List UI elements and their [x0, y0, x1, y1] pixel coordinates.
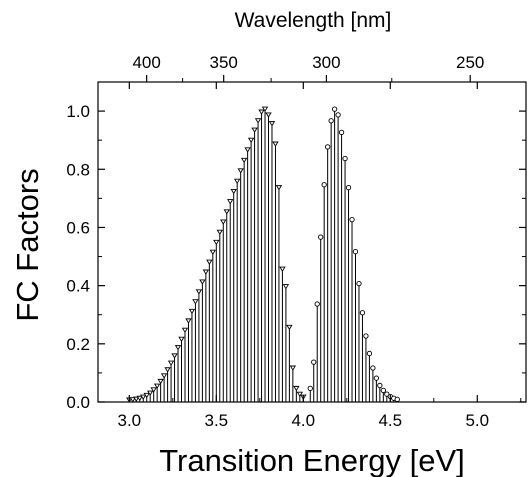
bar-marker — [150, 387, 157, 393]
x-axis-title: Transition Energy [eV] — [159, 443, 465, 477]
bar-marker — [233, 178, 241, 185]
bar-marker — [261, 106, 269, 112]
bar-marker — [338, 129, 345, 136]
bar-marker — [240, 157, 248, 164]
bar-marker — [359, 310, 366, 316]
bar-marker — [140, 394, 147, 400]
top-tick-label: 300 — [312, 53, 340, 72]
bar-marker — [349, 216, 355, 223]
bar-marker — [296, 391, 304, 398]
bar-marker — [384, 391, 390, 397]
x-tick-label: 5.0 — [465, 411, 489, 430]
bar-marker — [195, 289, 203, 295]
bar-marker — [160, 373, 168, 379]
bar-marker — [129, 397, 136, 403]
bar-marker — [318, 234, 324, 240]
y-tick-label: 1.0 — [66, 102, 90, 121]
bar-marker — [143, 392, 150, 399]
bar-marker — [213, 239, 220, 246]
bar-marker — [321, 182, 327, 188]
bar-marker — [206, 259, 213, 265]
top-tick-label: 400 — [132, 53, 160, 72]
bar-marker — [167, 360, 175, 366]
bar-marker — [133, 396, 140, 403]
bar-marker — [268, 121, 276, 127]
bar-marker — [328, 118, 334, 124]
y-tick-label: 0.4 — [66, 277, 90, 296]
bar-marker — [227, 199, 234, 205]
bar-marker — [171, 353, 178, 359]
bar-marker — [244, 147, 251, 153]
x-tick-label: 3.5 — [204, 411, 228, 430]
bar-marker — [366, 350, 373, 357]
x-axis: 3.0 3.5 4.0 4.5 5.0 — [117, 82, 522, 430]
bar-marker — [279, 266, 286, 272]
y-axis: 0.0 0.2 0.4 0.6 0.8 1.0 — [66, 81, 526, 412]
bar-marker — [258, 109, 265, 115]
bar-marker — [216, 229, 223, 236]
bar-marker — [188, 308, 196, 315]
bar-marker — [286, 324, 293, 331]
plot-frame — [97, 81, 527, 403]
series-2 — [307, 106, 400, 403]
bar-marker — [247, 137, 255, 144]
bar-marker — [373, 375, 380, 381]
top-tick-label: 250 — [456, 53, 484, 72]
bar-marker — [147, 390, 154, 396]
bar-marker — [370, 365, 376, 371]
bar-marker — [325, 144, 331, 150]
bar-marker — [293, 385, 300, 392]
y-axis-title: FC Factors — [10, 168, 45, 321]
top-axis-title: Wavelength [nm] — [235, 9, 392, 32]
bar-marker — [265, 112, 272, 118]
bar-marker — [331, 106, 338, 112]
bar-marker — [342, 155, 348, 162]
bar-marker — [157, 378, 164, 385]
bar-marker — [335, 112, 341, 118]
y-tick-label: 0.8 — [66, 160, 90, 179]
bar-marker — [199, 279, 206, 285]
bar-marker — [394, 396, 400, 403]
bar-marker — [345, 184, 352, 191]
bar-marker — [314, 301, 320, 307]
bar-marker — [185, 318, 192, 324]
x-tick-label: 4.0 — [291, 411, 315, 430]
bar-marker — [380, 387, 386, 394]
bar-marker — [223, 209, 230, 215]
bar-marker — [209, 249, 217, 256]
bar-marker — [272, 141, 279, 147]
bar-marker — [174, 345, 182, 351]
bar-marker — [181, 327, 189, 334]
series-1 — [126, 106, 307, 403]
y-tick-label: 0.2 — [66, 335, 90, 354]
bar-marker — [164, 367, 171, 373]
bar-marker — [192, 299, 199, 305]
top-axis: 400 350 300 250 — [132, 53, 484, 82]
y-tick-label: 0.0 — [66, 393, 90, 412]
bar-marker — [202, 269, 210, 275]
bar-marker — [153, 383, 161, 389]
top-tick-label: 350 — [209, 53, 237, 72]
bar-marker — [237, 168, 244, 174]
bar-marker — [275, 185, 283, 191]
bar-marker — [136, 395, 143, 402]
bar-marker — [289, 365, 297, 371]
bar-marker — [230, 188, 237, 195]
bar-marker — [356, 280, 362, 287]
x-tick-label: 4.5 — [378, 411, 402, 430]
bars-layer — [126, 106, 400, 403]
x-tick-label: 3.0 — [117, 411, 141, 430]
bar-marker — [363, 333, 369, 339]
bar-marker — [311, 359, 317, 365]
bar-marker — [178, 336, 185, 343]
y-tick-label: 0.6 — [66, 218, 90, 237]
bar-marker — [251, 127, 258, 133]
bar-marker — [282, 284, 290, 290]
bar-marker — [377, 382, 383, 389]
bar-marker — [254, 118, 262, 124]
bar-marker — [307, 385, 313, 392]
bar-marker — [220, 219, 227, 225]
bar-marker — [352, 248, 359, 255]
